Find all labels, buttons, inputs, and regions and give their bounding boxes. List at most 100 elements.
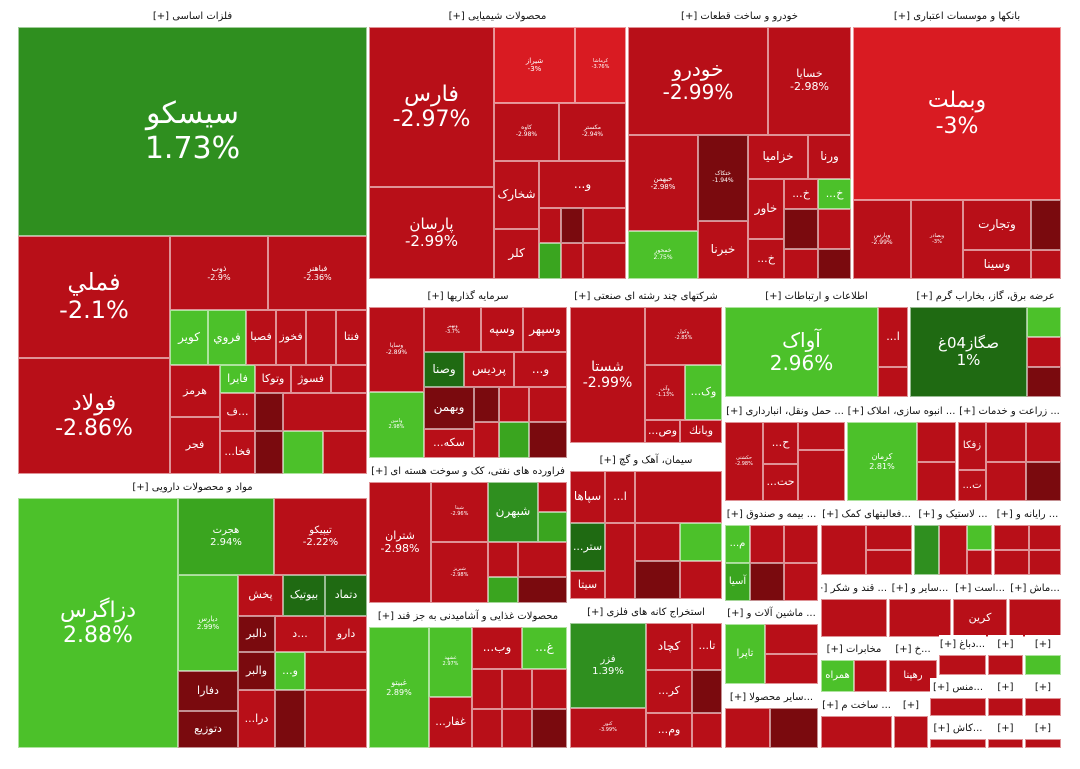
stock-tile[interactable] xyxy=(499,422,529,458)
sector-block[interactable]: ...فعالیتهای کمک [+] xyxy=(821,505,912,575)
sector-header[interactable]: ...است [+] xyxy=(953,579,1007,599)
stock-tile[interactable] xyxy=(680,523,722,561)
stock-tile[interactable] xyxy=(930,698,986,716)
stock-tile[interactable]: ...و xyxy=(275,652,305,690)
sector-block[interactable]: فلزات اساسی [+] سیسکو 1.73% فملي -2.1% فولاد -… xyxy=(18,7,367,474)
sector-block[interactable]: ... زراعت و خدمات [+] زفکا ...ت xyxy=(958,402,1061,501)
stock-tile[interactable]: وتجارت xyxy=(963,200,1031,250)
stock-tile[interactable]: خبهمن -2.98% xyxy=(628,135,698,231)
sector-header[interactable]: محصولات غذایی و آشامیدنی به جز قند [+] xyxy=(369,607,567,627)
stock-tile[interactable]: ...و xyxy=(539,161,626,208)
sector-block[interactable]: [+] xyxy=(1025,719,1061,748)
stock-tile[interactable] xyxy=(306,310,336,365)
stock-tile[interactable] xyxy=(1031,200,1061,250)
stock-tile[interactable] xyxy=(532,669,567,709)
stock-tile[interactable]: دالبر xyxy=(238,616,275,652)
sector-header[interactable]: [+] xyxy=(1025,719,1061,739)
stock-tile[interactable]: هجرت 2.94% xyxy=(178,498,274,575)
stock-tile[interactable] xyxy=(994,525,1029,550)
stock-tile[interactable] xyxy=(488,577,518,603)
sector-header[interactable]: ...کاش [+] xyxy=(930,719,986,739)
stock-tile[interactable]: وسپه xyxy=(481,307,523,352)
stock-tile[interactable] xyxy=(1027,367,1061,397)
stock-tile[interactable] xyxy=(967,550,992,575)
stock-tile[interactable]: ...حت xyxy=(763,464,798,501)
stock-tile[interactable] xyxy=(750,563,784,601)
stock-tile[interactable]: پردیس xyxy=(464,352,514,387)
stock-tile[interactable]: فولاد -2.86% xyxy=(18,358,170,474)
sector-header[interactable]: مواد و محصولات دارویی [+] xyxy=(18,478,367,498)
stock-tile[interactable] xyxy=(1029,550,1061,575)
stock-tile[interactable] xyxy=(499,387,529,422)
stock-tile[interactable] xyxy=(914,525,939,575)
sector-block[interactable]: ...سایر محصولا [+] xyxy=(725,688,818,748)
stock-tile[interactable]: وپارس -2.99% xyxy=(853,200,911,279)
stock-tile[interactable] xyxy=(472,709,502,748)
stock-tile[interactable] xyxy=(305,652,367,690)
sector-header[interactable]: [+] xyxy=(988,635,1023,655)
stock-tile[interactable]: خزامیا xyxy=(748,135,808,179)
stock-tile[interactable] xyxy=(283,393,367,431)
stock-tile[interactable] xyxy=(283,431,323,474)
stock-tile[interactable]: وسينا xyxy=(963,250,1031,279)
stock-tile[interactable]: فجر xyxy=(170,417,220,474)
stock-tile[interactable] xyxy=(1027,337,1061,367)
stock-tile[interactable] xyxy=(255,431,283,474)
sector-block[interactable]: مخابرات [+] همراه xyxy=(821,640,887,692)
sector-block[interactable]: سیمان، آهک و گچ [+] سپاها ...ستر سيتا ...ا xyxy=(570,451,722,599)
stock-tile[interactable]: ف... xyxy=(220,393,255,431)
stock-tile[interactable] xyxy=(798,422,845,450)
stock-tile[interactable]: فخوز xyxy=(276,310,306,365)
sector-header[interactable]: ...خ [+] xyxy=(889,640,937,660)
stock-tile[interactable] xyxy=(539,243,561,279)
stock-tile[interactable] xyxy=(765,654,818,684)
sector-block[interactable]: ...منس [+] xyxy=(930,678,986,716)
sector-block[interactable]: ... قند و شکر [+] xyxy=(821,579,887,637)
sector-header[interactable]: اطلاعات و ارتباطات [+] xyxy=(725,287,908,307)
stock-tile[interactable] xyxy=(750,525,784,563)
stock-tile[interactable] xyxy=(854,660,887,692)
sector-block[interactable]: [+] xyxy=(988,635,1023,675)
stock-tile[interactable]: شتران -2.98% xyxy=(369,482,431,603)
stock-tile[interactable]: ...م xyxy=(725,525,750,563)
stock-tile[interactable]: کنور -3.99% xyxy=(570,708,646,748)
stock-tile[interactable] xyxy=(605,523,635,599)
sector-block[interactable]: شرکتهای چند رشته ای صنعتی [+] شستا -2.99% و… xyxy=(570,287,722,443)
sector-header[interactable]: ... زراعت و خدمات [+] xyxy=(958,402,1061,422)
stock-tile[interactable]: تيپيکو -2.22% xyxy=(274,498,367,575)
stock-tile[interactable]: ...ح xyxy=(763,422,798,464)
stock-tile[interactable] xyxy=(784,209,818,249)
sector-block[interactable]: بانکها و موسسات اعتباری [+] وبملت -3% وپارس… xyxy=(853,7,1061,279)
stock-tile[interactable] xyxy=(917,422,956,462)
stock-tile[interactable]: ذوب -2.9% xyxy=(170,236,268,310)
sector-header[interactable]: [+] xyxy=(988,678,1023,698)
sector-header[interactable]: ...سایر محصولا [+] xyxy=(725,688,818,708)
stock-tile[interactable]: ...ت xyxy=(958,470,986,501)
stock-tile[interactable]: دتماد xyxy=(325,575,367,616)
stock-tile[interactable] xyxy=(518,542,567,577)
sector-block[interactable]: ... لاستیک و [+] xyxy=(914,505,992,575)
stock-tile[interactable]: ورنا xyxy=(808,135,851,179)
sector-header[interactable]: ...منس [+] xyxy=(930,678,986,698)
sector-block[interactable]: [+] xyxy=(1025,678,1061,716)
stock-tile[interactable]: شپنا -2.96% xyxy=(431,482,488,542)
stock-tile[interactable]: بیوتیک xyxy=(283,575,325,616)
stock-tile[interactable] xyxy=(930,739,986,748)
stock-tile[interactable]: شبریز -2.98% xyxy=(431,542,488,603)
sector-block[interactable]: ... ساخت م [+] xyxy=(821,696,892,748)
sector-block[interactable]: [+] xyxy=(988,678,1023,716)
stock-tile[interactable]: تاپرا xyxy=(725,624,765,684)
stock-tile[interactable] xyxy=(635,561,680,599)
stock-tile[interactable] xyxy=(821,716,892,748)
stock-tile[interactable] xyxy=(1026,422,1061,462)
stock-tile[interactable] xyxy=(538,512,567,542)
stock-tile[interactable]: وبانك xyxy=(680,420,722,443)
stock-tile[interactable]: شخارک xyxy=(494,161,539,229)
stock-tile[interactable] xyxy=(323,431,367,474)
stock-tile[interactable]: ...خ xyxy=(748,239,784,279)
stock-tile[interactable]: دزاگرس 2.88% xyxy=(18,498,178,748)
stock-tile[interactable] xyxy=(692,670,722,713)
stock-tile[interactable]: دیارس 2.99% xyxy=(178,575,238,671)
stock-tile[interactable]: کلر xyxy=(494,229,539,279)
stock-tile[interactable]: فباهنر -2.36% xyxy=(268,236,367,310)
